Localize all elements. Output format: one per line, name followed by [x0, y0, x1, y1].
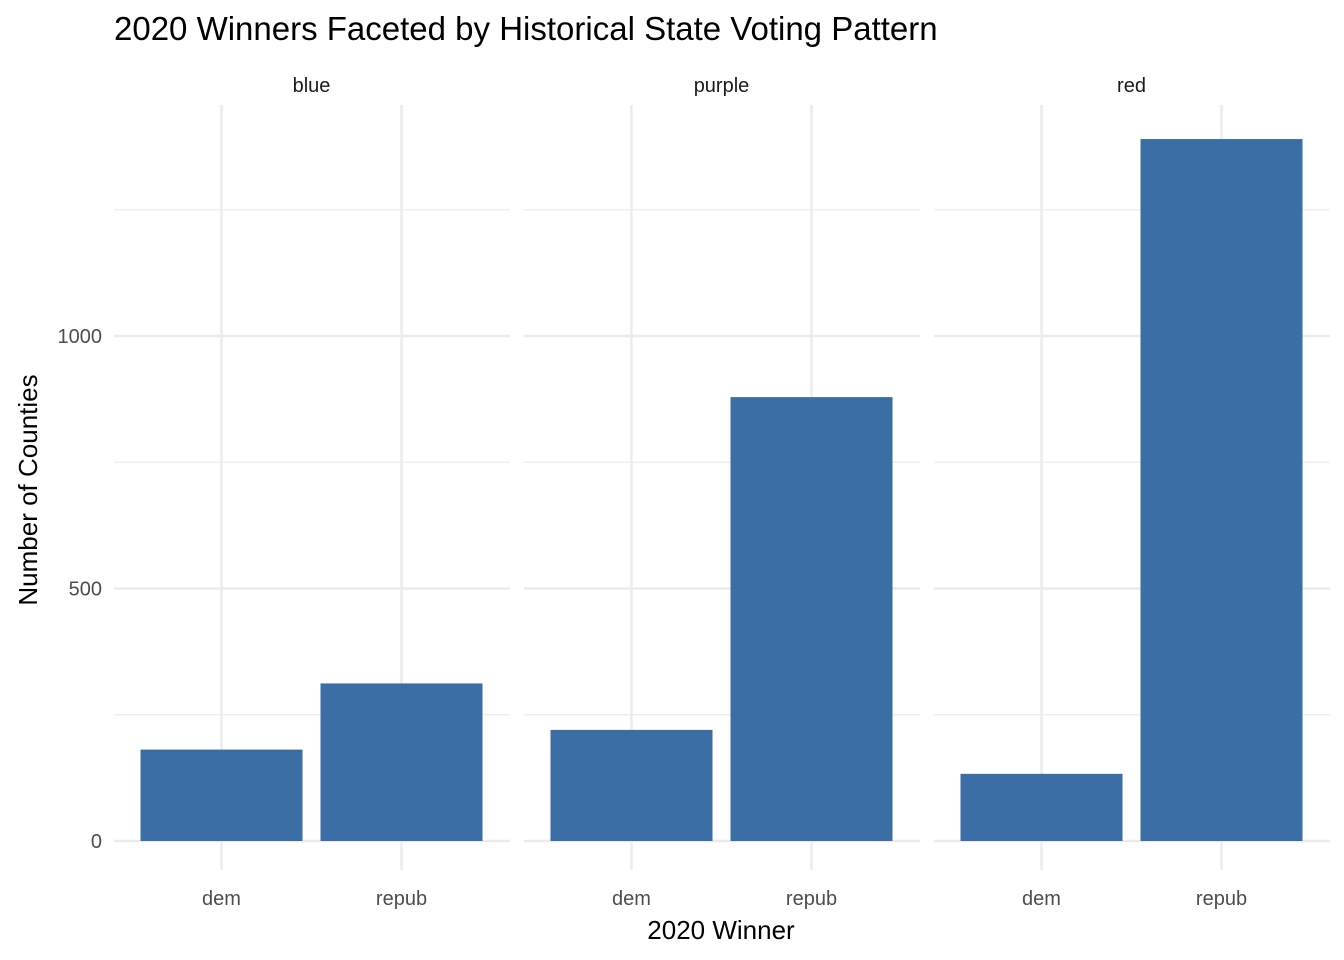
bar-red-repub: 1390: [1140, 139, 1303, 842]
chart-title: 2020 Winners Faceted by Historical State…: [114, 10, 938, 47]
facet-label-blue: blue: [293, 75, 331, 97]
x-tick-label: repub: [376, 888, 427, 910]
facet-label-purple: purple: [694, 75, 750, 97]
bar-blue-dem: 181: [140, 749, 303, 841]
y-tick-label: 500: [69, 579, 102, 601]
bar-red-dem: 133: [960, 773, 1123, 841]
plot-area: 181312 blue dem repub 220879 purple dem repub 13…: [58, 75, 1330, 910]
bar-blue-repub: 312: [320, 683, 483, 841]
x-axis-title: 2020 Winner: [647, 915, 795, 945]
y-tick-label: 1000: [58, 326, 103, 348]
bar-purple-dem: 220: [550, 729, 713, 841]
y-tick-label: 0: [91, 831, 102, 853]
x-tick-label: repub: [786, 888, 837, 910]
bar-purple-repub: 879: [730, 397, 893, 841]
y-axis-title: Number of Counties: [13, 374, 43, 605]
x-tick-label: dem: [202, 888, 241, 910]
x-tick-label: repub: [1196, 888, 1247, 910]
x-tick-label: dem: [612, 888, 651, 910]
facet-label-red: red: [1117, 75, 1146, 97]
x-tick-label: dem: [1022, 888, 1061, 910]
